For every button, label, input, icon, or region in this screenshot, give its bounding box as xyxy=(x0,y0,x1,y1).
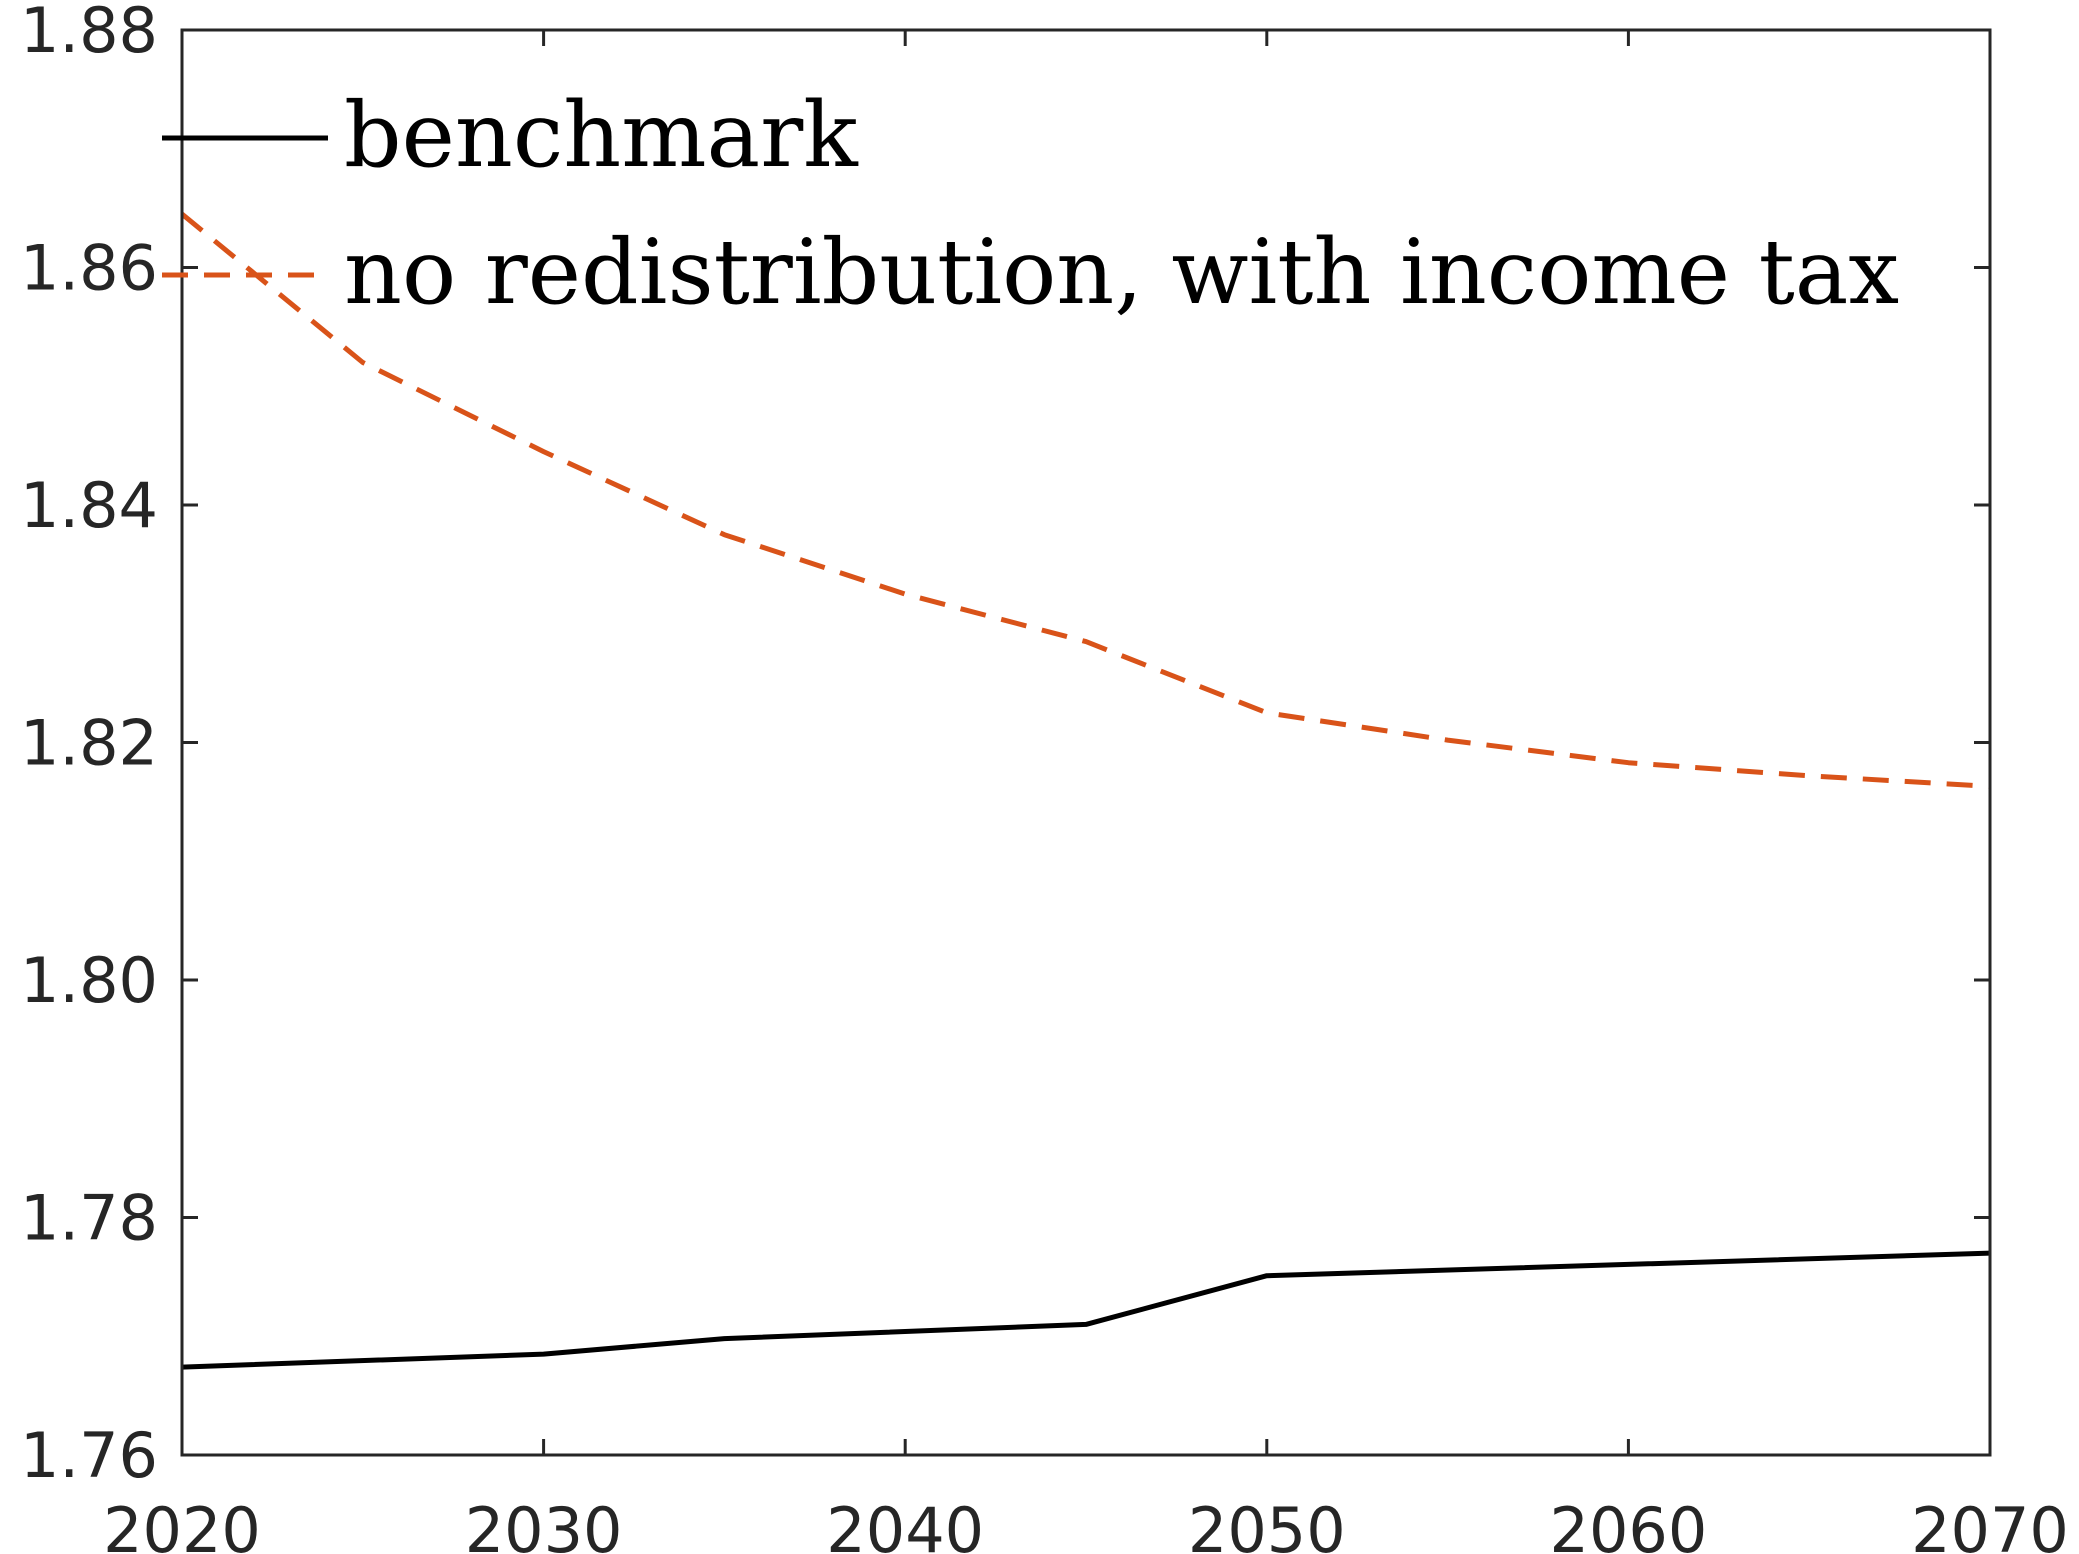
series-line-0 xyxy=(181,1250,1991,1370)
x-tick-label: 2050 xyxy=(1188,1494,1346,1554)
series-line-1 xyxy=(180,212,1991,789)
y-tick-label: 1.86 xyxy=(20,232,158,305)
plot-frame xyxy=(180,28,1992,1457)
y-tick-label: 1.80 xyxy=(20,944,158,1017)
x-axis-tick-labels: 2020 2030 2040 2050 2060 2070 xyxy=(103,1494,2069,1554)
series-lines xyxy=(180,212,1991,1370)
legend: benchmark no redistribution, with income … xyxy=(162,83,1899,325)
legend-label-0: benchmark xyxy=(344,83,859,188)
x-tick-label: 2020 xyxy=(103,1494,261,1554)
y-tick-label: 1.76 xyxy=(20,1419,158,1492)
x-tick-label: 2030 xyxy=(465,1494,623,1554)
y-tick-label: 1.84 xyxy=(20,469,158,542)
y-axis-tick-labels: 1.76 1.78 1.80 1.82 1.84 1.86 1.88 xyxy=(20,0,158,1492)
x-tick-label: 2060 xyxy=(1550,1494,1708,1554)
x-tick-label: 2040 xyxy=(826,1494,984,1554)
y-tick-label: 1.78 xyxy=(20,1182,158,1255)
y-tick-label: 1.88 xyxy=(20,0,158,67)
x-tick-label: 2070 xyxy=(1911,1494,2069,1554)
y-tick-label: 1.82 xyxy=(20,707,158,780)
legend-label-1: no redistribution, with income tax xyxy=(344,220,1899,325)
